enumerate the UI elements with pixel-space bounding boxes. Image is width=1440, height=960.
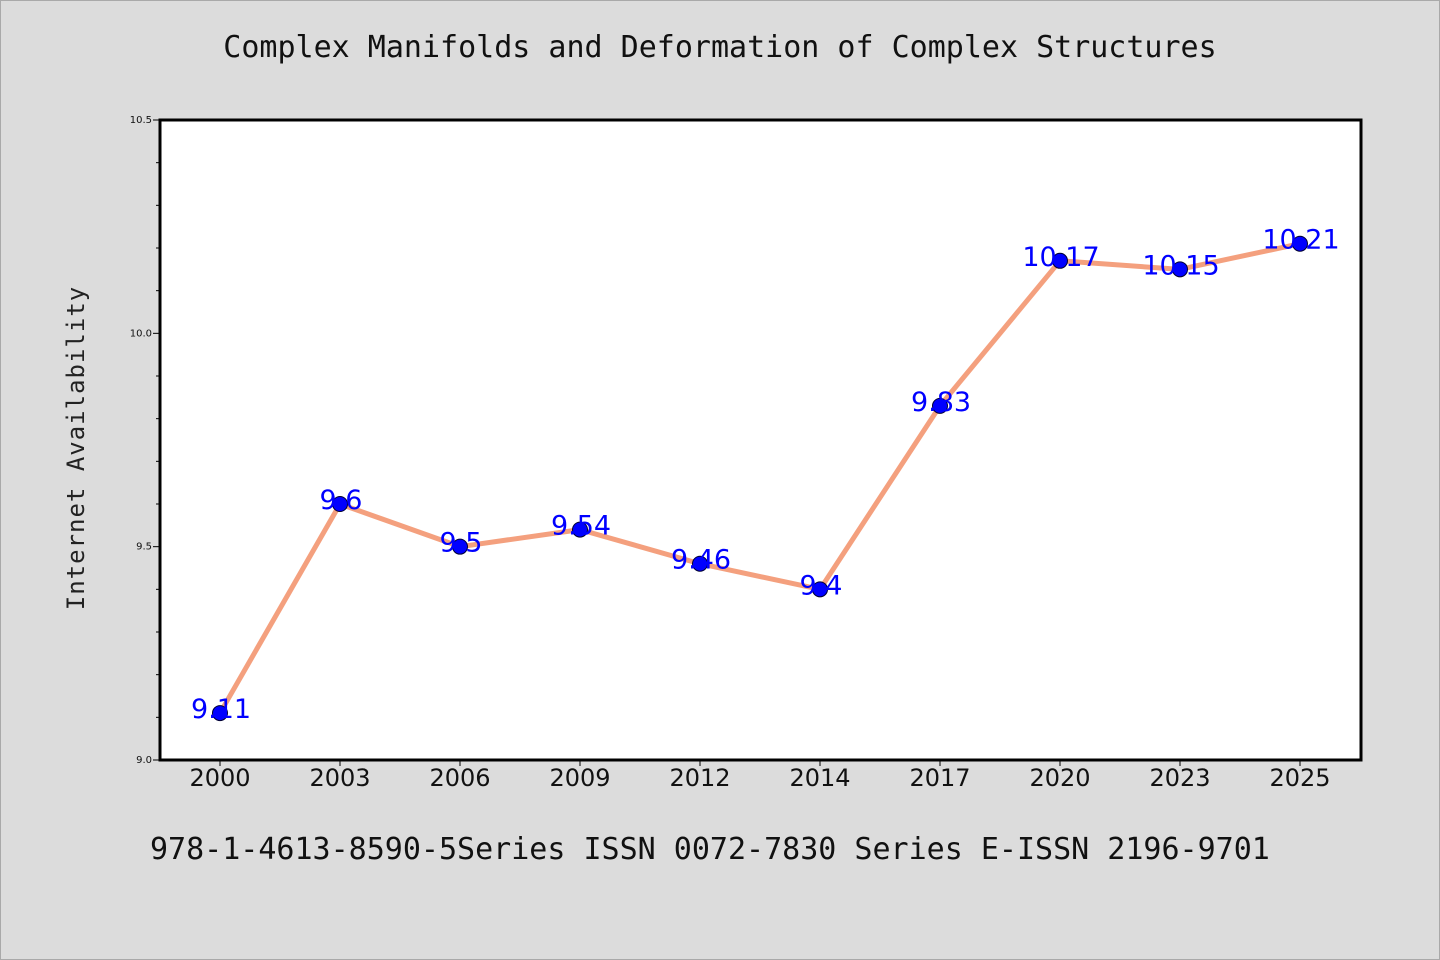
data-label: 9.54	[551, 511, 611, 542]
data-point	[572, 521, 588, 538]
x-tick-label: 2003	[309, 764, 370, 792]
data-label: 9.11	[191, 694, 251, 725]
x-tick-label: 2006	[429, 764, 490, 792]
data-label: 10.21	[1262, 225, 1339, 256]
x-tick-label: 2017	[909, 764, 970, 792]
x-tick-label: 2023	[1149, 764, 1210, 792]
isbn-footer: 978-1-4613-8590-5Series ISSN 0072-7830 S…	[150, 832, 1270, 867]
data-point	[1292, 235, 1308, 252]
y-tick-label: 9.0	[136, 755, 152, 766]
x-tick-label: 2009	[549, 764, 610, 792]
x-tick-label: 2025	[1269, 764, 1330, 792]
y-tick-label: 10.0	[130, 328, 152, 339]
x-axis: 2000 2003 2006 2009 2012 2014 2017 2020 2023 2025	[189, 760, 1331, 792]
data-label: 9.5	[440, 528, 483, 559]
data-label: 9.83	[911, 387, 971, 418]
data-point	[1172, 261, 1188, 278]
series-line	[217, 241, 1303, 716]
x-tick-label: 2012	[669, 764, 730, 792]
data-label: 9.4	[800, 570, 843, 601]
data-point	[692, 555, 708, 572]
x-tick-label: 2020	[1029, 764, 1090, 792]
y-tick-label: 10.5	[130, 115, 152, 126]
data-label: 9.6	[320, 485, 363, 516]
data-point	[452, 538, 468, 555]
y-axis: 9.0 9.5 10.0 10.5	[130, 115, 160, 766]
data-point	[332, 496, 348, 512]
series-group	[212, 235, 1308, 722]
data-point	[932, 397, 948, 414]
plot-area	[158, 118, 1363, 762]
data-point	[812, 581, 828, 598]
data-point	[1052, 252, 1068, 269]
data-label: 10.15	[1142, 250, 1219, 281]
y-tick-label: 9.5	[136, 542, 152, 553]
x-tick-label: 2014	[789, 764, 850, 792]
data-point	[212, 705, 228, 722]
data-label: 10.17	[1022, 242, 1099, 273]
data-labels: 9.11 9.6 9.5 9.54 9.46 9.4 9.83 10.17 10.15 10.21	[191, 225, 1340, 725]
data-label: 9.46	[671, 545, 731, 576]
chart-title: Complex Manifolds and Deformation of Com…	[223, 30, 1217, 65]
x-tick-label: 2000	[189, 764, 250, 792]
